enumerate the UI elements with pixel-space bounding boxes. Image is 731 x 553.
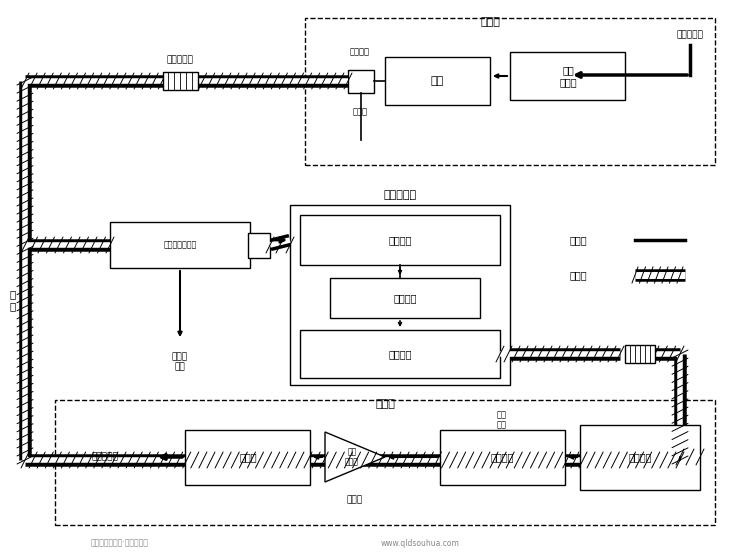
Text: www.qldsouhua.com: www.qldsouhua.com — [381, 539, 460, 547]
Bar — [110, 222, 250, 268]
Bar — [300, 330, 500, 378]
Bar — [440, 430, 565, 485]
Text: 光耦合器: 光耦合器 — [491, 452, 514, 462]
Text: 放大器: 放大器 — [347, 495, 363, 504]
Polygon shape — [325, 432, 385, 482]
Text: 电信号: 电信号 — [570, 235, 588, 245]
Text: 光
缆: 光 缆 — [10, 289, 16, 311]
Text: 光纤收发盐: 光纤收发盐 — [167, 55, 194, 65]
Bar — [348, 70, 374, 93]
Text: 电信号输出: 电信号输出 — [91, 452, 118, 462]
Bar — [290, 205, 510, 385]
Text: 信号
检测器: 信号 检测器 — [345, 447, 359, 467]
Text: 收端机: 收端机 — [375, 399, 395, 409]
Text: 光纤合波分路器: 光纤合波分路器 — [163, 241, 197, 249]
Bar — [625, 345, 655, 363]
Bar — [330, 278, 480, 318]
Bar — [580, 425, 700, 490]
Bar — [300, 215, 500, 265]
Text: 光放大器: 光放大器 — [628, 452, 652, 462]
Text: 解调器: 解调器 — [239, 452, 257, 462]
Text: 隔离器
备份: 隔离器 备份 — [172, 352, 188, 372]
Bar — [248, 233, 270, 258]
Text: 电信号输入: 电信号输入 — [677, 30, 703, 39]
Text: 光收发器: 光收发器 — [388, 235, 412, 245]
Text: 光发射器: 光发射器 — [388, 349, 412, 359]
Bar — [185, 430, 310, 485]
Bar — [162, 72, 197, 90]
Text: 驱动器: 驱动器 — [352, 107, 368, 117]
Text: 光源: 光源 — [431, 76, 444, 86]
Text: 鹤壁市光纤通信·鹤壁市电信: 鹤壁市光纤通信·鹤壁市电信 — [91, 539, 149, 547]
Text: 光纤
接续: 光纤 接续 — [497, 410, 507, 430]
Bar — [55, 400, 715, 525]
Bar — [305, 18, 715, 165]
Text: 光信号: 光信号 — [570, 270, 588, 280]
Text: 再生中继器: 再生中继器 — [384, 190, 417, 200]
Text: 发端机: 发端机 — [480, 17, 500, 27]
Text: 电再生器: 电再生器 — [393, 293, 417, 303]
Bar — [510, 52, 625, 100]
Text: 光耦合器: 光耦合器 — [350, 48, 370, 56]
Text: 电海
调制器: 电海 调制器 — [559, 65, 577, 87]
Bar — [385, 57, 490, 105]
